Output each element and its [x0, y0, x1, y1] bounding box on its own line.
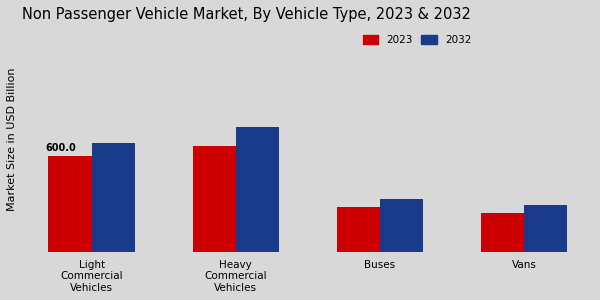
Bar [524, 205, 567, 252]
Bar [193, 146, 236, 252]
Bar [236, 127, 279, 252]
Legend: 2023, 2032: 2023, 2032 [361, 32, 474, 47]
Bar [337, 207, 380, 252]
Text: Non Passenger Vehicle Market, By Vehicle Type, 2023 & 2032: Non Passenger Vehicle Market, By Vehicle… [23, 7, 472, 22]
Bar [380, 199, 423, 252]
Y-axis label: Market Size in USD Billion: Market Size in USD Billion [7, 68, 17, 212]
Text: 600.0: 600.0 [45, 143, 76, 153]
Bar [92, 143, 135, 252]
Bar [49, 156, 92, 252]
Bar [481, 213, 524, 252]
